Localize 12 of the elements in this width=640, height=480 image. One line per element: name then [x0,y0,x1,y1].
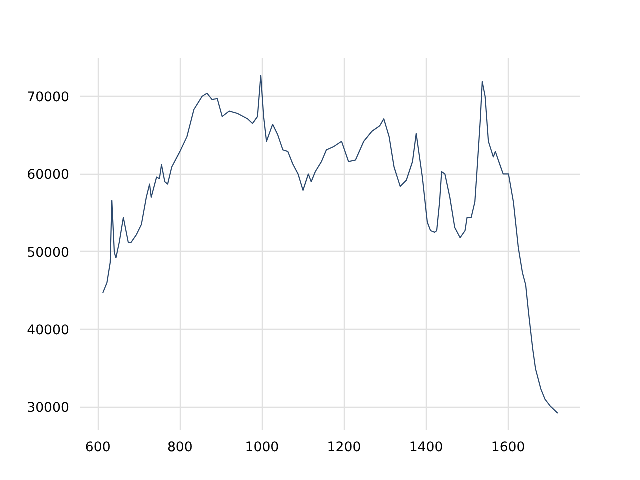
y-tick-label: 70000 [27,90,70,106]
y-tick-label: 40000 [27,324,70,339]
x-tick-label: 1600 [491,440,526,456]
y-tick-label: 50000 [27,246,70,261]
x-tick-label: 800 [167,440,193,456]
x-tick-label: 1200 [327,440,362,456]
y-tick-label: 30000 [27,401,70,416]
x-tick-label: 600 [85,440,111,456]
x-tick-label: 1400 [409,440,444,456]
x-tick-label: 1000 [245,440,280,456]
line-series [102,75,558,414]
y-tick-label: 60000 [27,168,70,184]
